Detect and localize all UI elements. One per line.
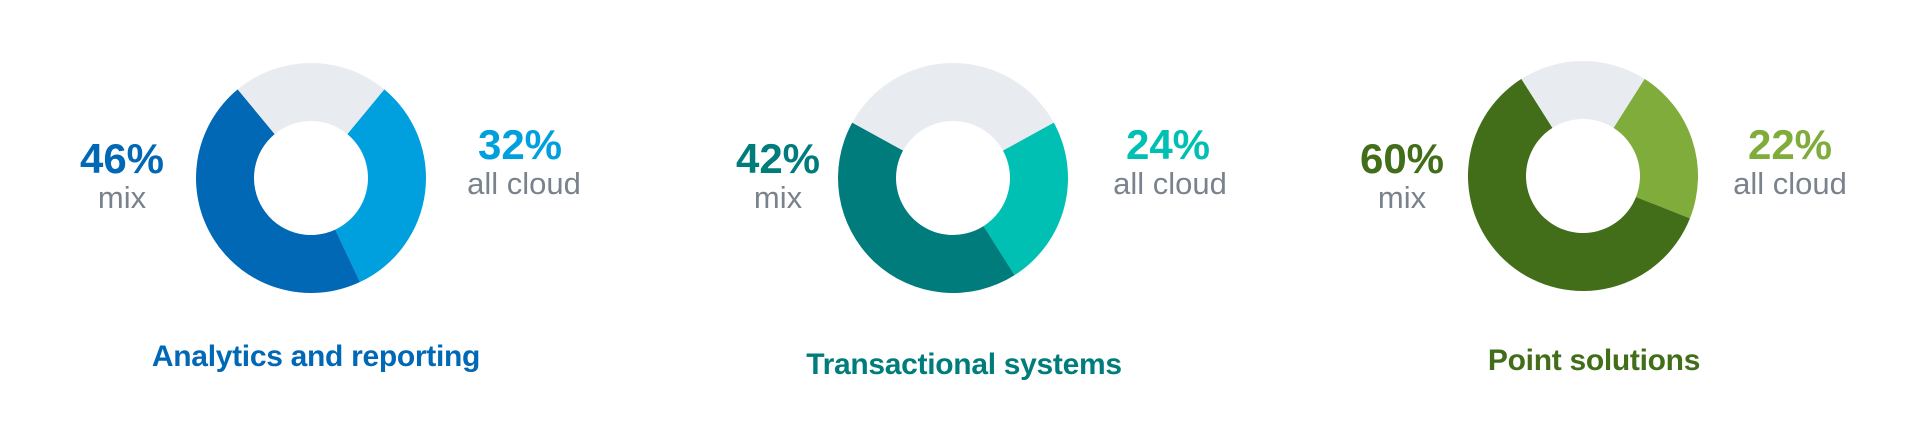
chart-title: Point solutions [1487,344,1701,377]
mix-value: 60% [1359,135,1445,182]
mix-label: mix [1377,180,1427,215]
slice-all-cloud [983,122,1068,276]
mix-value: 46% [79,135,165,182]
mix-label: mix [97,180,147,215]
mix-label: mix [753,180,803,215]
cloud-label: all cloud [1113,166,1227,201]
slice-all-cloud [1613,78,1698,219]
slice-other [1521,61,1645,128]
chart-title: Analytics and reporting [151,340,481,373]
slice-all-cloud [335,89,427,283]
slice-mix [195,89,360,294]
cloud-label: all cloud [1733,166,1847,201]
cloud-value: 32% [477,121,563,168]
cloud-value: 22% [1747,121,1833,168]
cloud-label: all cloud [467,166,581,201]
slice-other [852,63,1054,151]
cloud-value: 24% [1125,121,1211,168]
mix-value: 42% [735,135,821,182]
chart-title: Transactional systems [806,348,1122,381]
slice-mix [838,122,1015,293]
slice-other [237,62,385,135]
slice-mix [1468,78,1690,292]
